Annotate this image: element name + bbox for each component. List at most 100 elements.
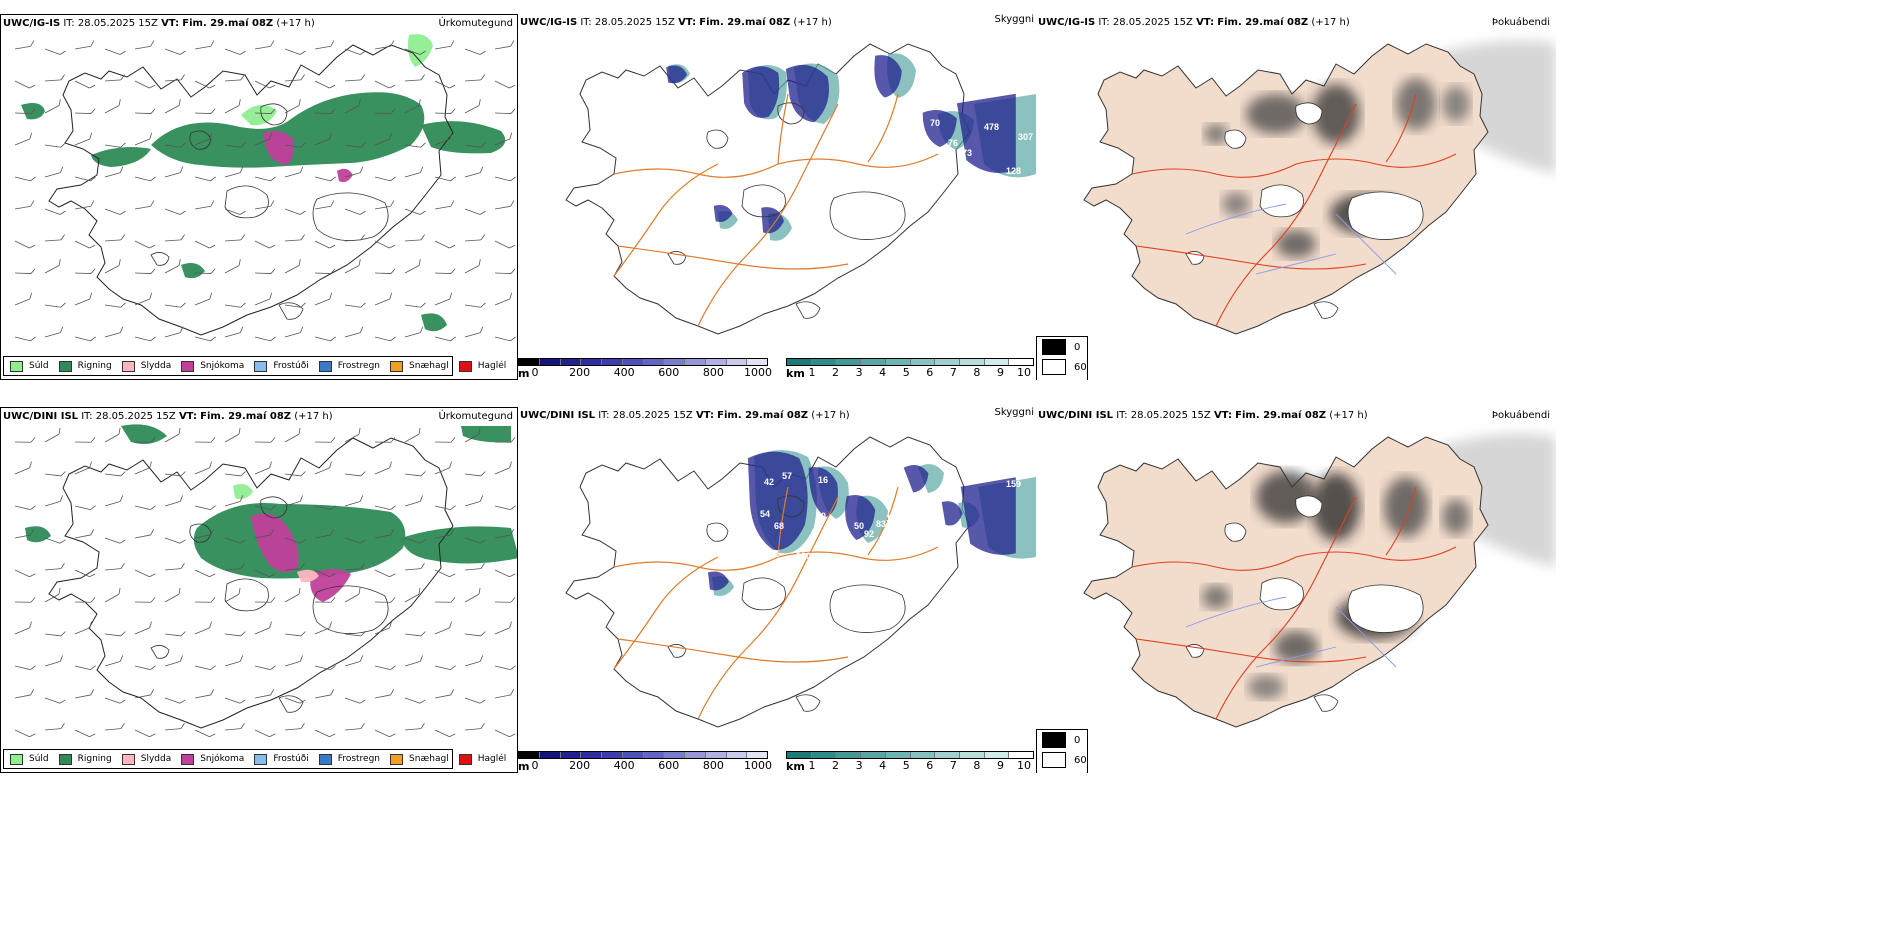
colorbar-unit: m — [518, 760, 530, 773]
glacier-outline — [150, 252, 170, 266]
precip-area — [25, 526, 51, 543]
wind-barb — [374, 437, 396, 443]
wind-barb — [44, 302, 66, 308]
wind-barb — [44, 234, 65, 242]
wind-barb — [134, 40, 155, 50]
wind-barb — [494, 132, 513, 146]
legend-entry: Frostregn — [318, 360, 380, 372]
cloud-base-label: 86 — [808, 130, 818, 140]
wind-barb — [104, 302, 126, 308]
wind-barb — [224, 48, 246, 55]
cloud-base-area — [956, 93, 1016, 173]
wind-barb — [74, 200, 95, 210]
legend-label: Slydda — [140, 754, 172, 764]
legend-entry: Snjókoma — [181, 360, 244, 372]
glacier-outline — [706, 522, 729, 542]
panel-title: UWC/IG-IS IT: 28.05.2025 15Z VT: Fim. 29… — [520, 17, 832, 28]
colorbar-bin — [935, 359, 960, 365]
wind-barb — [194, 80, 216, 89]
wind-barb — [374, 665, 396, 670]
wind-barb — [164, 142, 186, 148]
wind-barb — [44, 74, 65, 82]
legend-label: Snæhagl — [409, 361, 449, 371]
cloud-base-label: 50 — [854, 521, 864, 531]
colorbar-bin — [602, 359, 623, 365]
colorbar-bin — [705, 752, 727, 758]
legend-entry: Snæhagl — [390, 360, 449, 372]
wind-barb — [44, 697, 66, 704]
colorbar-tick: 2 — [832, 759, 840, 772]
cloud-base-label: 90 — [744, 222, 754, 232]
glacier-outline — [1259, 577, 1304, 611]
glacier-outline — [829, 584, 906, 633]
cloud-base-label: 42 — [764, 477, 774, 487]
glacier-outline — [777, 102, 805, 125]
wind-barb — [284, 99, 301, 114]
glacier-outline — [1224, 129, 1247, 149]
wind-barb — [74, 621, 92, 635]
legend-swatch — [254, 753, 268, 765]
colorbar-tick: 4 — [879, 366, 887, 379]
panel-title: UWC/IG-IS IT: 28.05.2025 15Z VT: Fim. 29… — [3, 18, 315, 29]
panel-title: UWC/IG-IS IT: 28.05.2025 15Z VT: Fim. 29… — [1038, 17, 1350, 28]
wind-barb — [104, 74, 125, 82]
precip-area — [121, 424, 167, 444]
wind-barb — [224, 655, 244, 667]
fog-legend-value: 0 — [1074, 341, 1081, 353]
cloud-base-label: 57 — [782, 471, 792, 481]
wind-barb — [104, 166, 124, 178]
precip-area — [251, 513, 299, 573]
wind-barb — [194, 621, 212, 635]
wind-barb — [104, 655, 124, 667]
cloud-base-label: 209 — [896, 108, 911, 118]
wind-barb — [374, 621, 392, 635]
wind-barb — [314, 461, 332, 475]
wind-barb — [404, 99, 421, 114]
fog-legend-swatch — [1042, 732, 1066, 748]
wind-barb — [314, 292, 333, 306]
wind-barb — [344, 259, 361, 274]
colorbar-gradient — [518, 358, 768, 366]
wind-barb — [374, 292, 393, 306]
cloud-base-label: 16 — [818, 475, 828, 485]
wind-barb — [194, 268, 216, 274]
panel-title: UWC/DINI ISL IT: 28.05.2025 15Z VT: Fim.… — [1038, 410, 1368, 421]
colorbar-bin — [519, 752, 540, 758]
wind-barb — [344, 302, 366, 308]
wind-barb — [374, 40, 395, 50]
wind-barb — [494, 200, 515, 210]
wind-barb — [104, 471, 126, 477]
wind-barb — [314, 665, 336, 670]
wind-barb — [254, 108, 276, 114]
wind-barb — [44, 655, 64, 667]
wind-barb — [14, 336, 36, 342]
fog-index-area — [1276, 230, 1316, 258]
wind-barb — [284, 631, 306, 637]
glacier-outline — [189, 523, 212, 543]
wind-barb — [164, 208, 186, 215]
precip-area — [401, 526, 517, 564]
cloud-base-area — [708, 571, 729, 591]
road — [867, 486, 899, 556]
wind-barb — [224, 697, 246, 704]
wind-barb — [14, 437, 36, 443]
wind-barb — [494, 597, 516, 603]
wind-barb — [284, 166, 304, 178]
wind-barb — [164, 259, 181, 274]
legend-swatch — [181, 360, 195, 372]
wind-barb — [194, 132, 213, 146]
wind-barb — [194, 597, 216, 603]
legend-entry: Snjókoma — [181, 753, 244, 765]
precip-type-legend: Súld Rigning Slydda Snjókoma Frostúði Frostre… — [3, 749, 506, 769]
wind-barb — [284, 471, 306, 477]
colorbar-tick: 10 — [1017, 759, 1031, 772]
wind-barb — [224, 74, 245, 82]
precip-panel-top: UWC/IG-IS IT: 28.05.2025 15Z VT: Fim. 29… — [0, 14, 518, 380]
wind-barb — [224, 259, 241, 274]
legend-label: Frostúði — [273, 361, 309, 371]
wind-barb — [434, 108, 456, 114]
wind-barb — [254, 621, 272, 635]
road — [777, 93, 789, 165]
wind-barb — [464, 471, 486, 477]
colorbar-tick: 8 — [973, 759, 981, 772]
